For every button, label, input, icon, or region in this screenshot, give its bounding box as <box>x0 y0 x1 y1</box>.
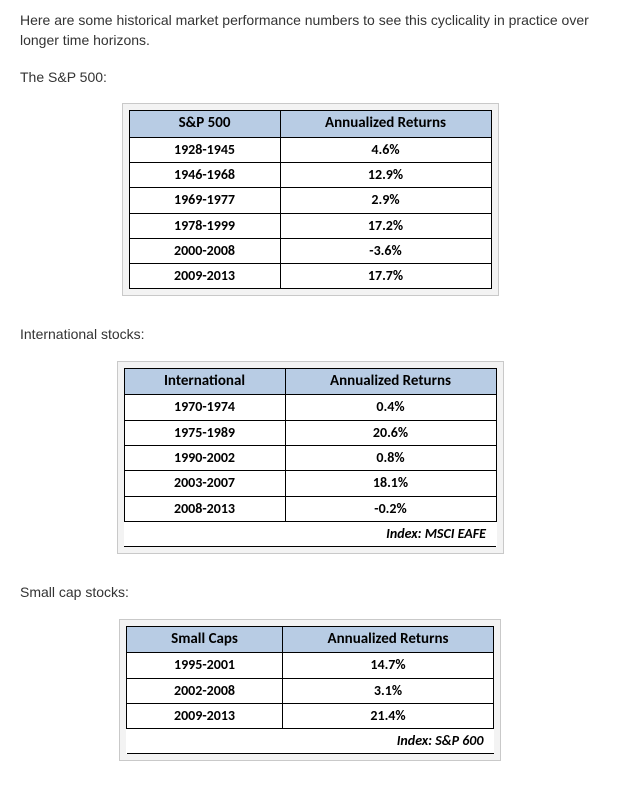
table-row: 1978-199917.2% <box>129 213 491 238</box>
cell: 18.1% <box>285 471 496 496</box>
cell: 1995-2001 <box>127 653 283 678</box>
col-header: Annualized Returns <box>285 368 496 395</box>
cell: 17.2% <box>280 213 491 238</box>
cell: 1969-1977 <box>129 188 280 213</box>
cell: 20.6% <box>285 420 496 445</box>
table-frame: S&P 500 Annualized Returns 1928-19454.6%… <box>122 103 499 297</box>
table-container: International Annualized Returns 1970-19… <box>20 361 600 555</box>
table-row: 1970-19740.4% <box>124 395 496 420</box>
table-container: Small Caps Annualized Returns 1995-20011… <box>20 619 600 762</box>
table-row: 2002-20083.1% <box>127 678 494 703</box>
cell: 4.6% <box>280 137 491 162</box>
table-caption-row: Index: MSCI EAFE <box>124 521 496 546</box>
cell: 2008-2013 <box>124 496 285 521</box>
intro-paragraph: Here are some historical market performa… <box>20 10 600 51</box>
cell: 1970-1974 <box>124 395 285 420</box>
cell: 21.4% <box>283 703 494 728</box>
sp500-table: S&P 500 Annualized Returns 1928-19454.6%… <box>129 110 492 290</box>
cell: 2009-2013 <box>129 264 280 289</box>
cell: 1978-1999 <box>129 213 280 238</box>
table-row: 1946-196812.9% <box>129 162 491 187</box>
cell: 0.4% <box>285 395 496 420</box>
table-row: 1990-20020.8% <box>124 446 496 471</box>
cell: 2002-2008 <box>127 678 283 703</box>
cell: 14.7% <box>283 653 494 678</box>
cell: -3.6% <box>280 238 491 263</box>
section-lead: The S&P 500: <box>20 67 600 87</box>
section-lead: Small cap stocks: <box>20 582 600 602</box>
col-header: Annualized Returns <box>283 626 494 653</box>
table-row: 2009-201317.7% <box>129 264 491 289</box>
cell: 2.9% <box>280 188 491 213</box>
col-header: S&P 500 <box>129 110 280 137</box>
table-row: 1975-198920.6% <box>124 420 496 445</box>
cell: 0.8% <box>285 446 496 471</box>
cell: 2000-2008 <box>129 238 280 263</box>
table-caption: Index: S&P 600 <box>127 729 494 754</box>
cell: 2009-2013 <box>127 703 283 728</box>
col-header: Small Caps <box>127 626 283 653</box>
cell: 17.7% <box>280 264 491 289</box>
table-row: 2009-201321.4% <box>127 703 494 728</box>
table-row: 1928-19454.6% <box>129 137 491 162</box>
col-header: Annualized Returns <box>280 110 491 137</box>
table-row: 2000-2008-3.6% <box>129 238 491 263</box>
cell: -0.2% <box>285 496 496 521</box>
table-row: 2008-2013-0.2% <box>124 496 496 521</box>
cell: 1990-2002 <box>124 446 285 471</box>
col-header: International <box>124 368 285 395</box>
table-caption: Index: MSCI EAFE <box>124 521 496 546</box>
cell: 1928-1945 <box>129 137 280 162</box>
section-lead: International stocks: <box>20 324 600 344</box>
cell: 1946-1968 <box>129 162 280 187</box>
table-frame: Small Caps Annualized Returns 1995-20011… <box>119 619 501 762</box>
table-container: S&P 500 Annualized Returns 1928-19454.6%… <box>20 103 600 297</box>
table-row: 1995-200114.7% <box>127 653 494 678</box>
table-row: 1969-19772.9% <box>129 188 491 213</box>
cell: 12.9% <box>280 162 491 187</box>
table-frame: International Annualized Returns 1970-19… <box>117 361 504 555</box>
table-caption-row: Index: S&P 600 <box>127 729 494 754</box>
smallcaps-table: Small Caps Annualized Returns 1995-20011… <box>126 626 494 755</box>
table-row: 2003-200718.1% <box>124 471 496 496</box>
cell: 2003-2007 <box>124 471 285 496</box>
cell: 3.1% <box>283 678 494 703</box>
cell: 1975-1989 <box>124 420 285 445</box>
international-table: International Annualized Returns 1970-19… <box>124 368 497 548</box>
